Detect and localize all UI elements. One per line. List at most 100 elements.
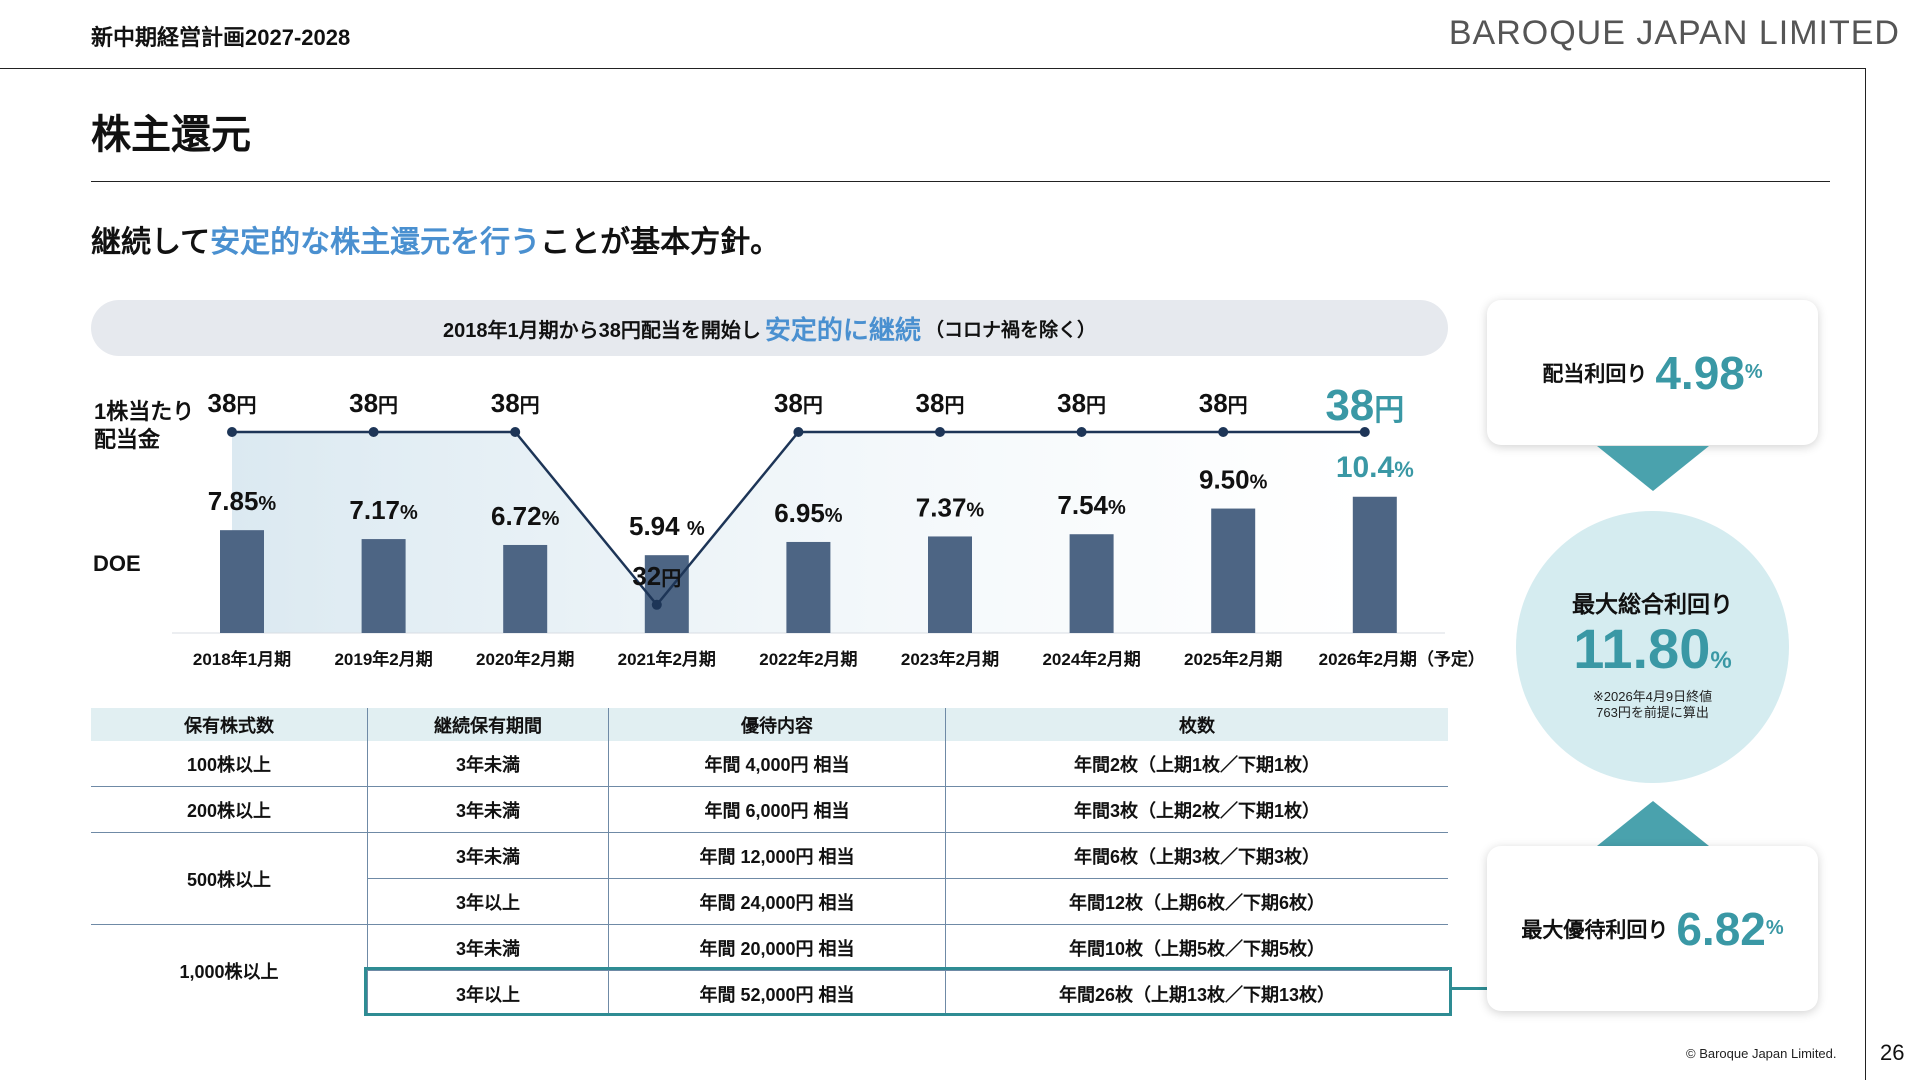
cell-count: 年間12枚（上期6枚／下期6枚）: [945, 878, 1448, 925]
cell-count: 年間10枚（上期5枚／下期5枚）: [945, 924, 1448, 971]
x-tick-label: 2018年1月期: [193, 649, 291, 669]
x-tick-label: 2021年2月期: [618, 649, 716, 669]
total-yield-unit: %: [1710, 647, 1732, 674]
lead-statement: 継続して安定的な株主還元を行うことが基本方針。: [91, 217, 780, 261]
doe-axis-label: DOE: [93, 551, 141, 576]
document-title: 新中期経営計画2027-2028: [91, 25, 351, 50]
dividend-point: [1359, 427, 1370, 437]
total-yield-circle: 最大総合利回り 11.80% ※2026年4月9日終値 763円を前提に算出: [1516, 511, 1789, 783]
header-divider: [0, 68, 1866, 69]
table-row: 1,000株以上 3年未満 年間 20,000円 相当 年間10枚（上期5枚／下…: [91, 924, 1448, 982]
dividend-label: 38円: [208, 388, 257, 418]
cell-benefit: 年間 12,000円 相当: [608, 832, 946, 879]
highlighted-row-frame: [364, 967, 1452, 1016]
doe-label: 7.37%: [916, 492, 985, 522]
dividend-point: [651, 599, 662, 610]
benefit-yield-label: 最大優待利回り: [1521, 918, 1669, 942]
dividend-point: [510, 427, 521, 437]
arrow-down-icon: [1597, 446, 1709, 491]
dividend-point: [368, 427, 379, 437]
dividend-point: [793, 427, 804, 437]
banner-note: （コロナ禍を除く）: [924, 319, 1096, 341]
section-title: 株主還元: [91, 113, 251, 157]
dividend-label: 38円: [349, 388, 398, 418]
cell-period: 3年以上: [367, 970, 609, 1016]
x-tick-label: 2020年2月期: [476, 649, 574, 669]
dividend-label: 38円: [1057, 388, 1106, 418]
section-divider: [91, 181, 1830, 182]
lead-highlight: 安定的な株主還元を行う: [210, 226, 541, 259]
doe-bar: [1352, 496, 1397, 633]
table-row: 200株以上 3年未満 年間 6,000円 相当 年間3枚（上期2枚／下期1枚）: [91, 786, 1448, 833]
cell-shares: 500株以上: [91, 832, 368, 925]
cell-benefit: 年間 20,000円 相当: [608, 924, 946, 971]
doe-bar: [1211, 508, 1256, 633]
total-yield-value: 11.80: [1573, 617, 1711, 680]
doe-bar: [928, 536, 972, 633]
banner-text: 2018年1月期から38円配当を開始し: [443, 319, 761, 342]
table-header-row: 保有株式数 継続保有期間 優待内容 枚数: [91, 708, 1448, 741]
doe-label: 7.17%: [349, 495, 418, 525]
dividend-label: 32円: [632, 561, 681, 591]
doe-bar: [1069, 534, 1114, 633]
table-row: 3年以上 年間 52,000円 相当 年間26枚（上期13枚／下期13枚）: [91, 970, 1448, 1016]
banner-highlight: 安定的に継続: [764, 314, 921, 345]
x-tick-label: 2022年2月期: [759, 649, 857, 669]
cell-shares: 200株以上: [91, 786, 368, 833]
dividend-axis-label-line2: 配当金: [94, 427, 161, 452]
company-logo: BAROQUE JAPAN LIMITED: [1448, 14, 1900, 52]
dividend-point: [227, 427, 237, 437]
table-row: 100株以上 3年未満 年間 4,000円 相当 年間2枚（上期1枚／下期1枚）: [91, 741, 1448, 787]
dividend-label: 38円: [916, 388, 965, 418]
shareholder-benefit-table: 保有株式数 継続保有期間 優待内容 枚数 100株以上 3年未満 年間 4,00…: [91, 708, 1448, 1016]
lead-part2: ことが基本方針。: [540, 226, 781, 259]
cell-period: 3年未満: [367, 832, 609, 879]
highlight-connector: [1449, 987, 1487, 990]
cell-benefit: 年間 4,000円 相当: [608, 741, 946, 787]
doe-label: 5.94 %: [629, 511, 705, 541]
doe-bar: [503, 544, 548, 633]
dividend-axis-label-line1: 1株当たり: [94, 399, 195, 424]
dividend-banner: 2018年1月期から38円配当を開始し 安定的に継続 （コロナ禍を除く）: [91, 300, 1448, 356]
doe-label: 6.95%: [774, 498, 843, 528]
cell-benefit: 年間 24,000円 相当: [608, 878, 946, 925]
dividend-point: [935, 427, 945, 437]
cell-period: 3年以上: [367, 878, 609, 925]
dividend-axis-label: 1株当たり 配当金: [94, 398, 194, 454]
doe-bar: [361, 539, 406, 633]
doe-label: 6.72%: [491, 501, 560, 531]
doe-bar: [786, 541, 831, 633]
cell-shares: 1,000株以上: [179, 961, 279, 982]
header-period: 継続保有期間: [367, 708, 609, 741]
dividend-yield-value: 4.98: [1655, 346, 1745, 399]
doe-label: 7.85%: [208, 486, 277, 516]
dividend-yield-label: 配当利回り: [1542, 362, 1648, 386]
cell-count: 年間26枚（上期13枚／下期13枚）: [945, 970, 1448, 1016]
x-tick-label: 2025年2月期: [1184, 649, 1282, 669]
benefit-yield-value: 6.82: [1676, 902, 1766, 955]
dividend-point: [1076, 427, 1087, 437]
cell-count: 年間3枚（上期2枚／下期1枚）: [945, 786, 1448, 833]
dividend-yield-unit: %: [1744, 361, 1763, 383]
cell-count: 年間6枚（上期3枚／下期3枚）: [945, 832, 1448, 879]
page-number: 26: [1880, 1040, 1905, 1065]
x-tick-label: 2026年2月期（予定）: [1319, 649, 1485, 669]
doe-label: 10.4%: [1336, 451, 1414, 484]
header-count: 枚数: [945, 708, 1448, 741]
total-yield-note-line1: ※2026年4月9日終値: [1592, 689, 1713, 704]
dividend-label: 38円: [1325, 381, 1404, 430]
cell-count: 年間2枚（上期1枚／下期1枚）: [945, 741, 1448, 787]
cell-benefit: 年間 52,000円 相当: [608, 970, 946, 1016]
doe-label: 9.50%: [1199, 465, 1268, 495]
benefit-yield-unit: %: [1765, 917, 1784, 939]
dividend-point: [1218, 427, 1229, 437]
cell-shares: 100株以上: [91, 741, 368, 787]
doe-label: 7.54%: [1057, 490, 1126, 520]
lead-part1: 継続して: [91, 226, 211, 259]
x-tick-label: 2023年2月期: [901, 649, 999, 669]
header-benefit: 優待内容: [608, 708, 946, 741]
total-yield-note: ※2026年4月9日終値 763円を前提に算出: [1593, 689, 1712, 721]
copyright: © Baroque Japan Limited.: [1686, 1046, 1837, 1061]
total-yield-label: 最大総合利回り: [1572, 591, 1733, 617]
header-shares: 保有株式数: [91, 708, 368, 741]
